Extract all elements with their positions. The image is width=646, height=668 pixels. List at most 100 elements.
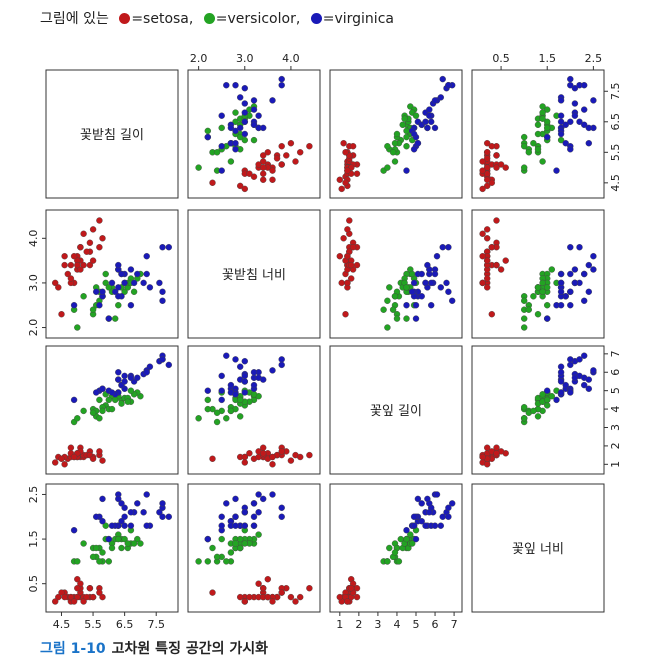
- point-virginica-3-1-17: [278, 504, 285, 511]
- point-setosa-0-3-25: [488, 142, 495, 150]
- point-virginica-2-1-7: [236, 363, 244, 370]
- point-setosa-1-2-29: [344, 253, 351, 260]
- point-setosa-0-2-29: [344, 167, 351, 174]
- x-tick-label-2-0: 1: [336, 618, 343, 630]
- point-versicolor-3-2-14: [386, 544, 393, 552]
- point-virginica-1-0-5: [156, 279, 163, 287]
- point-virginica-1-2-8: [428, 302, 435, 309]
- point-virginica-1-2-28: [439, 243, 446, 251]
- point-setosa-1-0-15: [58, 311, 65, 318]
- panel-2-1: [187, 345, 321, 475]
- point-virginica-1-2-19: [412, 315, 420, 322]
- point-virginica-2-1-6: [218, 396, 225, 404]
- point-versicolor-0-2-5: [403, 142, 410, 150]
- point-virginica-1-0-19: [105, 315, 113, 322]
- point-virginica-0-2-27: [410, 130, 418, 138]
- point-setosa-1-0-2: [64, 270, 72, 278]
- point-virginica-1-0-2: [140, 279, 147, 287]
- point-versicolor-0-3-23: [539, 115, 546, 122]
- point-virginica-0-2-25: [431, 97, 439, 104]
- point-versicolor-1-2-12: [393, 315, 401, 322]
- point-setosa-0-2-28: [342, 149, 349, 156]
- x-tick-label-1-2: 4.0: [282, 52, 300, 65]
- point-versicolor-0-2-10: [384, 164, 391, 171]
- point-virginica-3-2-27: [410, 522, 418, 529]
- point-virginica-3-1-20: [250, 500, 258, 507]
- point-virginica-1-2-22: [445, 288, 452, 295]
- point-setosa-1-0-9: [99, 235, 106, 242]
- point-virginica-0-3-1: [562, 139, 569, 147]
- point-versicolor-0-2-23: [401, 115, 408, 122]
- point-virginica-0-2-28: [439, 75, 446, 83]
- x-tick-label-2-4: 5: [413, 618, 420, 630]
- x-tick-label-0-1: 5.5: [84, 618, 102, 630]
- diagonal-label-3: 꽃잎 너비: [512, 542, 564, 557]
- point-versicolor-1-2-14: [386, 284, 393, 291]
- point-virginica-1-2-6: [403, 302, 410, 309]
- point-virginica-2-3-24: [571, 374, 579, 381]
- point-virginica-1-2-29: [424, 261, 431, 269]
- point-virginica-0-1-21: [232, 146, 239, 153]
- point-versicolor-0-2-26: [403, 133, 410, 141]
- point-versicolor-1-3-27: [521, 297, 528, 304]
- point-versicolor-1-0-17: [111, 315, 119, 322]
- point-setosa-1-0-4: [86, 239, 94, 247]
- point-setosa-3-0-27: [74, 585, 81, 592]
- point-virginica-3-2-28: [439, 513, 446, 520]
- point-virginica-0-2-14: [414, 139, 422, 147]
- point-virginica-0-2-24: [426, 112, 433, 119]
- point-versicolor-3-0-12: [105, 558, 113, 565]
- point-setosa-1-3-28: [484, 257, 491, 264]
- point-setosa-3-0-6: [55, 593, 62, 601]
- point-virginica-0-3-22: [567, 81, 574, 89]
- figure-title: 고차원 특징 공간의 가시화: [111, 641, 268, 657]
- point-versicolor-2-1-28: [213, 409, 221, 416]
- point-setosa-2-0-18: [67, 444, 75, 451]
- point-virginica-0-1-17: [278, 81, 285, 89]
- point-setosa-1-0-16: [83, 248, 90, 255]
- point-virginica-0-3-6: [553, 167, 560, 174]
- point-setosa-3-0-13: [80, 598, 87, 605]
- point-setosa-0-3-22: [484, 176, 491, 184]
- point-setosa-1-2-22: [336, 253, 343, 260]
- point-virginica-0-1-8: [218, 112, 225, 119]
- point-virginica-1-0-29: [115, 261, 122, 269]
- point-virginica-3-1-8: [218, 522, 225, 529]
- point-virginica-3-0-14: [99, 495, 106, 503]
- point-setosa-3-1-28: [264, 593, 271, 601]
- point-virginica-3-2-17: [445, 504, 452, 511]
- point-virginica-2-1-18: [223, 352, 230, 359]
- point-versicolor-1-3-6: [548, 266, 555, 273]
- point-versicolor-2-0-20: [108, 405, 116, 413]
- point-setosa-0-1-19: [278, 161, 285, 168]
- point-virginica-1-2-15: [418, 270, 425, 278]
- point-virginica-0-1-18: [223, 81, 230, 89]
- point-versicolor-3-2-6: [407, 531, 414, 538]
- point-versicolor-0-2-25: [412, 112, 420, 119]
- point-versicolor-0-2-9: [391, 158, 399, 165]
- point-versicolor-2-0-28: [89, 409, 97, 416]
- point-versicolor-3-0-10: [74, 558, 81, 565]
- point-setosa-1-3-20: [479, 279, 486, 287]
- point-virginica-0-3-4: [576, 118, 583, 126]
- point-versicolor-0-2-28: [389, 149, 397, 156]
- point-setosa-1-0-10: [96, 217, 103, 224]
- point-setosa-1-2-10: [346, 217, 353, 224]
- point-setosa-1-3-25: [488, 243, 495, 251]
- point-setosa-0-1-10: [306, 142, 313, 150]
- legend-label-versicolor: =versicolor,: [215, 11, 301, 27]
- point-versicolor-3-0-21: [115, 535, 122, 543]
- point-virginica-2-1-22: [232, 356, 239, 363]
- point-virginica-2-3-9: [590, 367, 597, 374]
- point-virginica-0-3-11: [562, 121, 569, 129]
- point-setosa-2-1-25: [278, 448, 285, 455]
- point-versicolor-3-0-23: [124, 540, 132, 547]
- point-virginica-0-2-29: [424, 124, 431, 132]
- y-tick-label-3-2: 2.5: [27, 486, 40, 504]
- point-versicolor-3-1-27: [223, 558, 230, 565]
- point-setosa-3-1-29: [269, 598, 276, 605]
- point-setosa-0-1-2: [250, 173, 258, 180]
- point-versicolor-2-1-14: [236, 413, 244, 420]
- point-virginica-3-1-24: [255, 509, 262, 516]
- point-virginica-2-0-0: [115, 369, 122, 376]
